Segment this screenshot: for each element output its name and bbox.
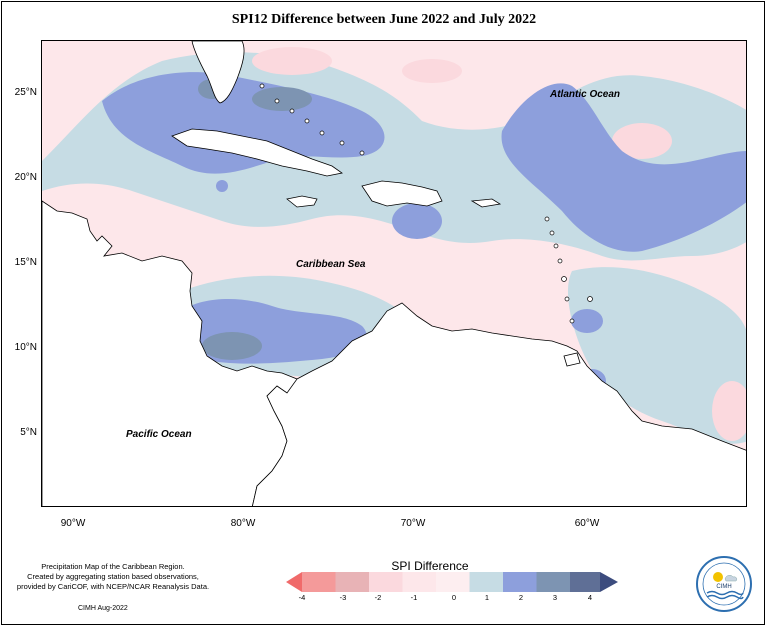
legend-swatch-pos2 xyxy=(503,572,537,592)
legend-tick-neg3: -3 xyxy=(339,593,347,602)
lat-label-25n: 25°N xyxy=(14,87,37,98)
legend-swatch-pos1 xyxy=(469,572,503,592)
neg1-patch-se xyxy=(712,381,746,441)
pos2-zone-cuba-bahamas xyxy=(102,72,385,174)
legend-tick-pos3: 3 xyxy=(552,593,558,602)
label-caribbean-sea: Caribbean Sea xyxy=(296,259,366,270)
label-pacific-ocean: Pacific Ocean xyxy=(126,429,192,440)
legend-swatch-pos4-arrow xyxy=(600,572,618,592)
legend-swatch-pos35 xyxy=(570,572,600,592)
lon-label-80w: 80°W xyxy=(230,518,256,529)
footer-credit: CIMH Aug-2022 xyxy=(78,605,128,612)
label-atlantic-ocean: Atlantic Ocean xyxy=(550,89,621,100)
pos2-zone-atlantic xyxy=(501,83,746,252)
legend-swatch-neg2 xyxy=(335,572,369,592)
pos3-patch-nicaragua xyxy=(202,332,262,360)
legend-tick-zero: 0 xyxy=(451,593,457,602)
legend-tick-pos4: 4 xyxy=(587,593,593,602)
legend-swatch-neg1 xyxy=(369,572,403,592)
land-south-america xyxy=(252,302,746,506)
lon-label-60w: 60°W xyxy=(574,518,600,529)
lat-label-15n: 15°N xyxy=(14,257,37,268)
lon-label-70w: 70°W xyxy=(400,518,426,529)
lesser-antilles xyxy=(544,216,593,324)
map-panel[interactable]: Atlantic Ocean Caribbean Sea Pacific Oce… xyxy=(41,40,747,507)
land-jamaica xyxy=(286,195,318,208)
footer-line-2: Created by aggregating station based obs… xyxy=(27,572,199,581)
lat-label-20n: 20°N xyxy=(14,172,37,183)
neg1-patch-atlantic xyxy=(612,123,672,159)
legend-colorbar xyxy=(286,572,618,599)
sun-icon xyxy=(713,572,723,582)
legend-tick-neg2: -2 xyxy=(374,593,382,602)
lat-label-5n: 5°N xyxy=(20,427,37,438)
land-florida xyxy=(191,41,245,104)
legend-tick-pos2: 2 xyxy=(518,593,524,602)
legend-swatch-neg4-arrow xyxy=(286,572,302,592)
spi-map-svg xyxy=(42,41,746,506)
cimh-logo-icon: CIMH xyxy=(695,555,753,613)
footer-line-1: Precipitation Map of the Caribbean Regio… xyxy=(41,562,185,571)
neg1-patch-north2 xyxy=(402,59,462,83)
land-cuba xyxy=(171,128,343,177)
land-hispaniola xyxy=(361,180,443,207)
pos2-patch-small xyxy=(216,180,228,192)
bahamas-islands xyxy=(259,83,365,156)
map-title: SPI12 Difference between June 2022 and J… xyxy=(231,12,537,27)
legend-tick-neg4: -4 xyxy=(298,593,306,602)
neg1-patch-north xyxy=(252,47,332,75)
cloud-icon xyxy=(724,575,738,582)
lon-label-90w: 90°W xyxy=(60,518,86,529)
footer-line-3: provided by CariCOF, with NCEP/NCAR Rean… xyxy=(16,582,210,591)
legend-swatch-zero-pos xyxy=(436,572,470,592)
land-puerto-rico xyxy=(470,198,502,208)
legend-tick-pos1: 1 xyxy=(484,593,490,602)
pos3-patch-bahamas xyxy=(252,87,312,111)
legend-swatch-zero-neg xyxy=(402,572,436,592)
lat-label-10n: 10°N xyxy=(14,342,37,353)
wave-icon xyxy=(706,590,744,596)
legend-swatch-neg3 xyxy=(302,572,336,592)
pos2-patch-hispaniola xyxy=(392,203,442,239)
pos1-zone-east xyxy=(567,267,746,444)
logo-text: CIMH xyxy=(716,584,731,590)
land-trinidad xyxy=(563,352,581,367)
legend-swatch-pos3 xyxy=(536,572,570,592)
pos2-patch-windward xyxy=(571,309,603,333)
legend-tick-neg1: -1 xyxy=(410,593,418,602)
legend-title: SPI Difference xyxy=(391,559,469,573)
